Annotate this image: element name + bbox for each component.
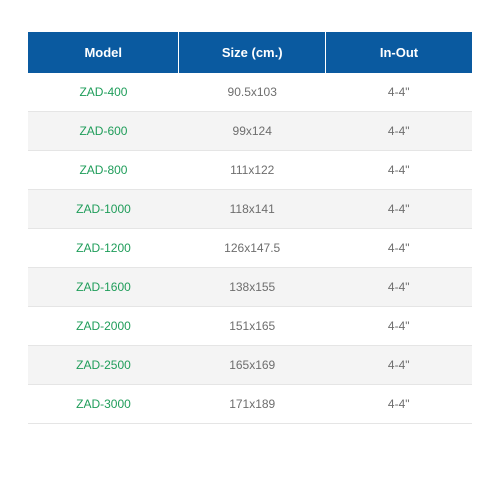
cell-inout: 4-4": [325, 268, 472, 307]
cell-size: 126x147.5: [179, 229, 326, 268]
table-row: ZAD-1000 118x141 4-4": [28, 190, 472, 229]
cell-size: 171x189: [179, 385, 326, 424]
col-header-size: Size (cm.): [179, 32, 326, 73]
cell-size: 151x165: [179, 307, 326, 346]
col-header-model: Model: [28, 32, 179, 73]
table-row: ZAD-2000 151x165 4-4": [28, 307, 472, 346]
cell-model: ZAD-1600: [28, 268, 179, 307]
col-header-inout: In-Out: [325, 32, 472, 73]
cell-inout: 4-4": [325, 346, 472, 385]
table-row: ZAD-800 111x122 4-4": [28, 151, 472, 190]
cell-inout: 4-4": [325, 112, 472, 151]
table-row: ZAD-2500 165x169 4-4": [28, 346, 472, 385]
cell-model: ZAD-400: [28, 73, 179, 112]
cell-model: ZAD-1200: [28, 229, 179, 268]
table-row: ZAD-600 99x124 4-4": [28, 112, 472, 151]
cell-size: 165x169: [179, 346, 326, 385]
cell-inout: 4-4": [325, 229, 472, 268]
table-body: ZAD-400 90.5x103 4-4" ZAD-600 99x124 4-4…: [28, 73, 472, 424]
cell-inout: 4-4": [325, 73, 472, 112]
table-row: ZAD-1200 126x147.5 4-4": [28, 229, 472, 268]
table-row: ZAD-1600 138x155 4-4": [28, 268, 472, 307]
cell-size: 138x155: [179, 268, 326, 307]
cell-size: 99x124: [179, 112, 326, 151]
cell-size: 118x141: [179, 190, 326, 229]
cell-model: ZAD-1000: [28, 190, 179, 229]
spec-table: Model Size (cm.) In-Out ZAD-400 90.5x103…: [28, 32, 472, 424]
cell-model: ZAD-800: [28, 151, 179, 190]
cell-inout: 4-4": [325, 190, 472, 229]
cell-inout: 4-4": [325, 385, 472, 424]
cell-model: ZAD-600: [28, 112, 179, 151]
cell-size: 90.5x103: [179, 73, 326, 112]
cell-size: 111x122: [179, 151, 326, 190]
cell-inout: 4-4": [325, 151, 472, 190]
table-header: Model Size (cm.) In-Out: [28, 32, 472, 73]
cell-model: ZAD-2000: [28, 307, 179, 346]
cell-model: ZAD-3000: [28, 385, 179, 424]
cell-inout: 4-4": [325, 307, 472, 346]
table-row: ZAD-3000 171x189 4-4": [28, 385, 472, 424]
cell-model: ZAD-2500: [28, 346, 179, 385]
table-row: ZAD-400 90.5x103 4-4": [28, 73, 472, 112]
